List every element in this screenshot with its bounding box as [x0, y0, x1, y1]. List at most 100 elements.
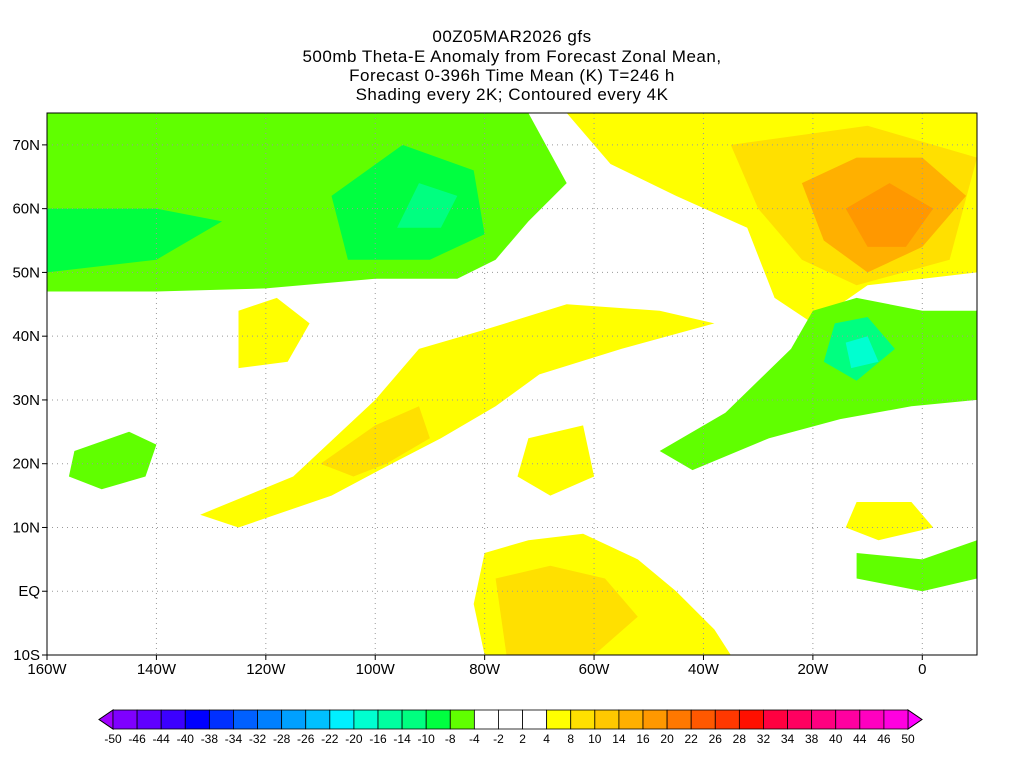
colorbar-label: 40 [829, 732, 843, 746]
colorbar-swatch [666, 709, 692, 730]
colorbar-swatch [281, 709, 307, 730]
colorbar-label: -44 [153, 732, 171, 746]
colorbar-swatch [738, 709, 764, 730]
colorbar-label: -28 [273, 732, 291, 746]
colorbar-swatch [329, 709, 355, 730]
colorbar-label: 16 [636, 732, 650, 746]
colorbar-label: 26 [709, 732, 723, 746]
colorbar-label: -14 [393, 732, 411, 746]
plot-frame [46, 112, 978, 656]
colorbar-label: 46 [877, 732, 891, 746]
x-tick-label: 0 [918, 661, 926, 678]
x-tick-label: 140W [137, 661, 177, 678]
anomaly-region-7 [845, 183, 934, 247]
colorbar-swatch [233, 709, 258, 730]
colorbar-label: -10 [418, 732, 436, 746]
colorbar-swatch [208, 709, 234, 730]
anomaly-region-18 [845, 502, 934, 541]
anomaly-region-17 [517, 425, 595, 496]
shaded-anomaly-regions [47, 113, 977, 655]
y-tick-label: 60N [12, 201, 40, 218]
colorbar-label: 14 [612, 732, 626, 746]
colorbar-label: -20 [345, 732, 363, 746]
colorbar-swatch [835, 709, 861, 730]
colorbar-label: -46 [128, 732, 146, 746]
colorbar-label: 44 [853, 732, 867, 746]
colorbar-label: -8 [445, 732, 456, 746]
anomaly-region-2 [331, 144, 485, 260]
grid-lines [47, 113, 977, 655]
anomaly-region-8 [659, 297, 977, 471]
colorbar-swatch [160, 709, 186, 730]
colorbar-label: 32 [757, 732, 771, 746]
anomaly-region-11 [68, 431, 157, 490]
colorbar-label: -38 [201, 732, 219, 746]
anomaly-region-13 [320, 406, 430, 477]
colorbar-swatch [377, 709, 403, 730]
colorbar-swatch [690, 709, 716, 730]
y-tick-label: 10N [12, 519, 40, 536]
x-tick-label: 120W [246, 661, 286, 678]
colorbar-swatch [787, 709, 813, 730]
colorbar-swatch [184, 709, 210, 730]
x-tick-label: 60W [579, 661, 611, 678]
colorbar-label: 4 [543, 732, 550, 746]
colorbar-label: 34 [781, 732, 795, 746]
colorbar-under-triangle [98, 709, 114, 730]
colorbar-label: 8 [567, 732, 574, 746]
anomaly-region-19 [856, 540, 977, 592]
anomaly-region-3 [397, 183, 458, 228]
colorbar-label: 22 [685, 732, 699, 746]
colorbar-label: -16 [369, 732, 387, 746]
colorbar-swatch [714, 709, 740, 730]
y-tick-label: 10S [13, 647, 40, 664]
colorbar-label: -26 [297, 732, 315, 746]
colorbar-swatch [811, 709, 837, 730]
x-tick-label: 20W [797, 661, 829, 678]
colorbar-swatch [425, 709, 451, 730]
colorbar-swatch [401, 709, 427, 730]
anomaly-region-16 [495, 565, 638, 655]
colorbar-swatch [112, 709, 138, 730]
anomaly-region-14 [238, 297, 310, 369]
colorbar-label: -34 [225, 732, 243, 746]
colorbar-label: 10 [588, 732, 602, 746]
y-tick-label: 30N [12, 392, 40, 409]
colorbar: -50 -46 -44 -40 -38 -34 -32 -28 -26 -22 -20 -16 -14-… [98, 709, 923, 746]
title-line-3: Forecast 0-396h Time Mean (K) T=246 h [349, 66, 675, 85]
colorbar-swatch [353, 709, 379, 730]
colorbar-swatch [642, 709, 668, 730]
colorbar-label: 20 [660, 732, 674, 746]
anomaly-region-1 [47, 208, 223, 273]
axis-ticks: 160W 140W 120W 100W 80W 60W 40W 20W 0 70N 60N 50N 40… [12, 137, 926, 678]
colorbar-swatch [859, 709, 885, 730]
x-tick-label: 40W [688, 661, 720, 678]
x-tick-label: 160W [27, 661, 67, 678]
title-line-4: Shading every 2K; Contoured every 4K [355, 85, 669, 104]
colorbar-swatch [522, 709, 548, 730]
colorbar-swatch [257, 709, 283, 730]
title-line-1: 00Z05MAR2026 gfs [432, 27, 592, 46]
anomaly-region-0 [47, 113, 567, 292]
y-tick-label: 50N [12, 264, 40, 281]
colorbar-label: 50 [901, 732, 915, 746]
colorbar-over-triangle [907, 709, 923, 730]
anomaly-region-10 [845, 336, 879, 369]
colorbar-label: -32 [249, 732, 267, 746]
colorbar-label: -4 [469, 732, 480, 746]
colorbar-swatch [498, 709, 523, 730]
colorbar-swatch [570, 709, 596, 730]
x-tick-label: 80W [469, 661, 501, 678]
title-line-2: 500mb Theta-E Anomaly from Forecast Zona… [302, 47, 722, 66]
y-tick-label: 20N [12, 456, 40, 473]
colorbar-label: -50 [104, 732, 122, 746]
colorbar-label: -40 [177, 732, 195, 746]
colorbar-swatch [136, 709, 162, 730]
anomaly-region-12 [200, 304, 715, 528]
x-tick-label: 100W [356, 661, 396, 678]
colorbar-swatch [449, 709, 475, 730]
colorbar-label: 38 [805, 732, 819, 746]
colorbar-label: 28 [733, 732, 747, 746]
y-tick-label: 40N [12, 328, 40, 345]
colorbar-swatch [594, 709, 620, 730]
